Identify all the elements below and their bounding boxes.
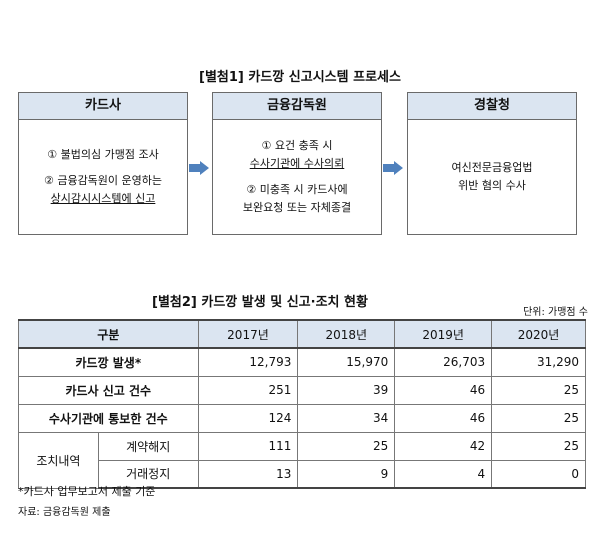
header-cell: 2019년 xyxy=(394,319,493,349)
table-row: 카드사 신고 건수 251 39 46 25 xyxy=(18,375,586,405)
table-cell: 111 xyxy=(197,431,299,461)
table-cell: 25 xyxy=(297,431,396,461)
process-box-fss: 금융감독원 ① 요건 충족 시 수사기관에 수사의뢰 ② 미충족 시 카드사에 … xyxy=(212,92,382,235)
table-row: 조치내역 계약해지 111 25 42 25 xyxy=(18,431,586,489)
box-line: 여신전문금융업법 xyxy=(451,161,533,174)
box-line: ② 미충족 시 카드사에 xyxy=(246,183,348,196)
box-line: 보완요청 또는 자체종결 xyxy=(242,201,352,214)
table-cell: 25 xyxy=(491,403,586,433)
footnote: *카드사 업무보고서 제출 기준 xyxy=(18,485,156,498)
table-cell: 124 xyxy=(197,403,299,433)
box-line: 수사기관에 수사의뢰 xyxy=(249,157,345,170)
row-label: 계약해지 xyxy=(97,431,199,461)
table-cell: 34 xyxy=(297,403,396,433)
table-cell: 12,793 xyxy=(197,347,299,377)
box-line: 위반 혐의 수사 xyxy=(458,179,526,192)
box-line: ② 금융감독원이 운영하는 xyxy=(43,174,163,187)
table-cell: 26,703 xyxy=(394,347,493,377)
process-box-card-company: 카드사 ① 불법의심 가맹점 조사 ② 금융감독원이 운영하는 상시감시시스템에… xyxy=(18,92,188,235)
arrow-right-icon xyxy=(189,161,209,175)
table-cell: 39 xyxy=(297,375,396,405)
row-label: 수사기관에 통보한 건수 xyxy=(18,403,199,433)
table-row: 수사기관에 통보한 건수 124 34 46 25 xyxy=(18,403,586,433)
table-cell: 4 xyxy=(394,459,493,489)
table-cell: 46 xyxy=(394,375,493,405)
box-header: 카드사 xyxy=(19,93,187,120)
table-cell: 9 xyxy=(297,459,396,489)
header-cell: 2020년 xyxy=(491,319,586,349)
group-label: 조치내역 xyxy=(18,431,99,489)
table-row: 거래정지 13 9 4 0 xyxy=(19,459,586,489)
unit-label: 단위: 가맹점 수 xyxy=(523,307,588,318)
table-cell: 15,970 xyxy=(297,347,396,377)
table-cell: 25 xyxy=(491,375,586,405)
box-line: ① 불법의심 가맹점 조사 xyxy=(47,148,159,161)
table-cell: 46 xyxy=(394,403,493,433)
table-cell: 31,290 xyxy=(491,347,586,377)
box-line: 상시감시시스템에 신고 xyxy=(50,192,156,205)
table-cell: 42 xyxy=(394,431,493,461)
header-cell: 구분 xyxy=(18,319,199,349)
box-line: ① 요건 충족 시 xyxy=(261,139,333,152)
figure2-title: [별첨2] 카드깡 발생 및 신고·조치 현황 xyxy=(152,295,368,310)
table-cell: 0 xyxy=(491,459,586,489)
row-label: 카드사 신고 건수 xyxy=(18,375,199,405)
box-header: 금융감독원 xyxy=(213,93,381,120)
header-cell: 2017년 xyxy=(197,319,299,349)
row-label: 카드깡 발생* xyxy=(18,347,199,377)
row-label: 거래정지 xyxy=(97,459,199,489)
table-header-row: 구분 2017년 2018년 2019년 2020년 xyxy=(18,319,586,349)
status-table: 구분 2017년 2018년 2019년 2020년 카드깡 발생* 12,79… xyxy=(18,319,586,489)
figure1-title: [별첨1] 카드깡 신고시스템 프로세스 xyxy=(199,70,401,85)
table-cell: 13 xyxy=(197,459,299,489)
header-cell: 2018년 xyxy=(297,319,396,349)
box-header: 경찰청 xyxy=(408,93,576,120)
table-cell: 25 xyxy=(491,431,586,461)
source-note: 자료: 금융감독원 제출 xyxy=(18,507,111,518)
process-box-police: 경찰청 여신전문금융업법 위반 혐의 수사 xyxy=(407,92,577,235)
table-row: 카드깡 발생* 12,793 15,970 26,703 31,290 xyxy=(18,347,586,377)
arrow-right-icon xyxy=(383,161,403,175)
table-cell: 251 xyxy=(197,375,299,405)
